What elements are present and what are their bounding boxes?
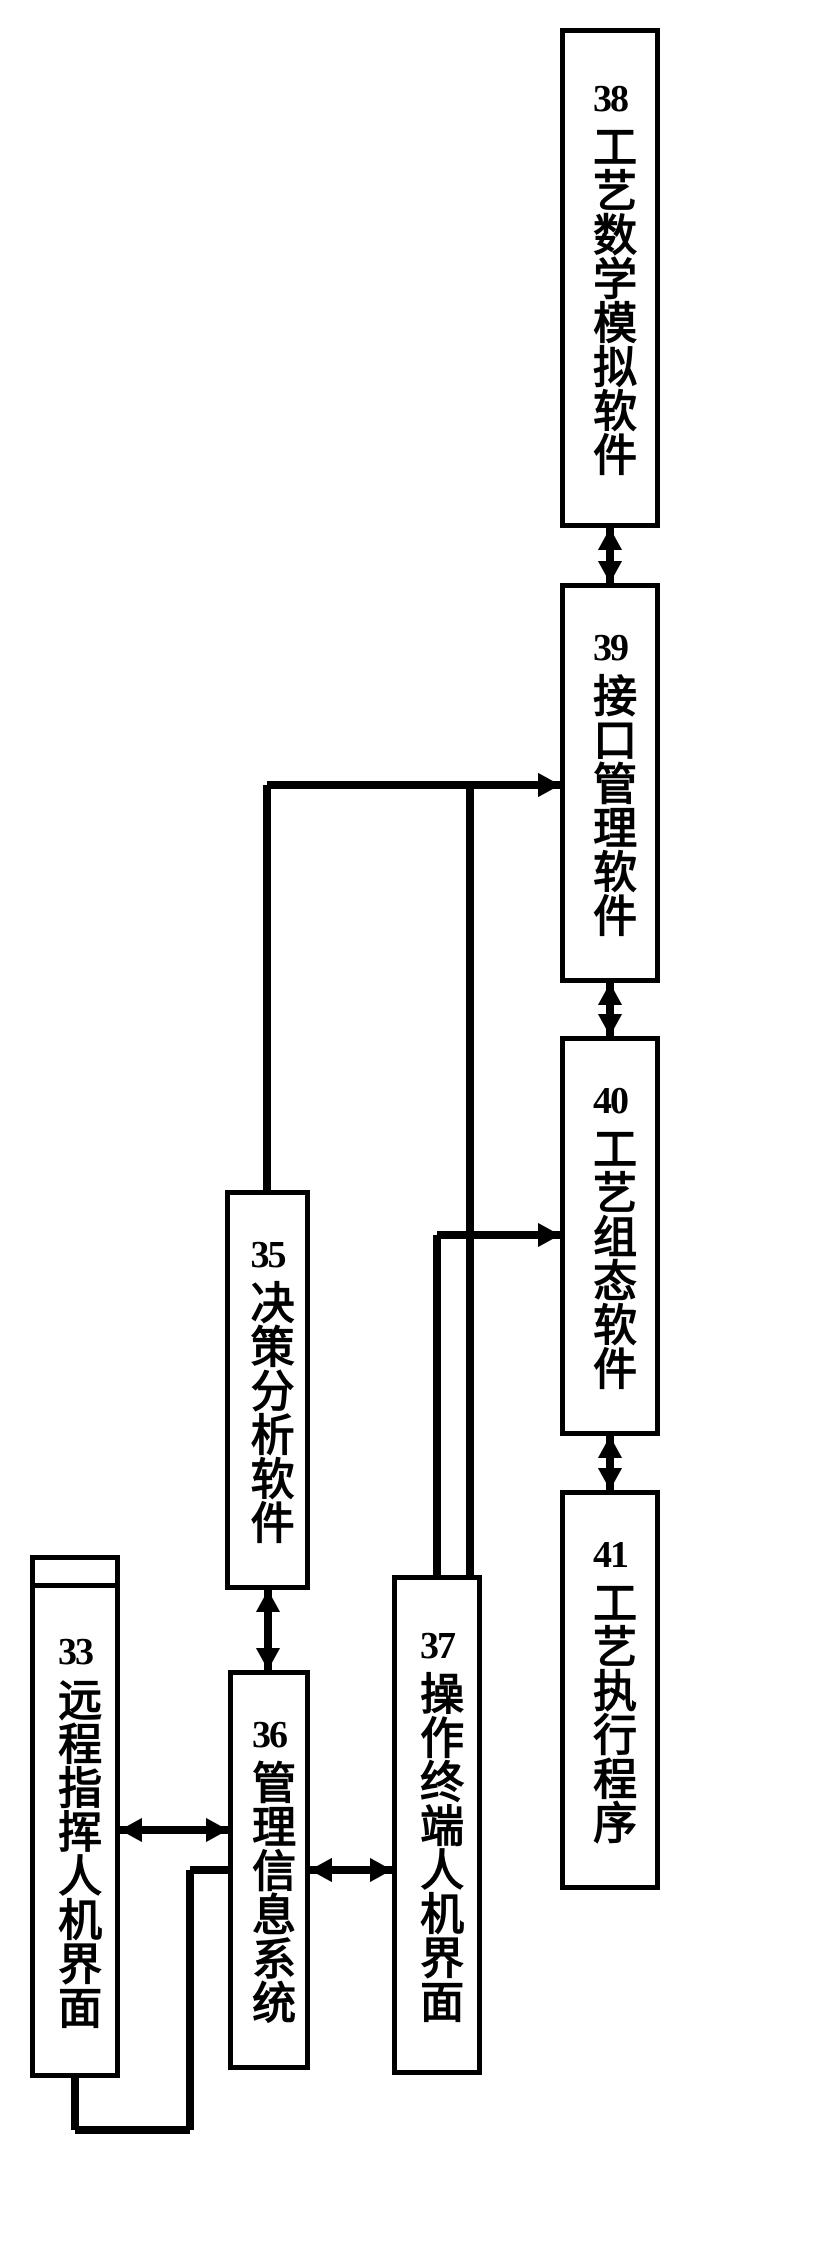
- diagram-canvas: 34客户查询人机界面33远程指挥人机界面35决策分析软件36管理信息系统37操作…: [0, 0, 820, 2257]
- node-label: 工艺组态软件: [587, 1126, 633, 1390]
- node-n41: 41 工艺执行程序: [560, 1490, 660, 1890]
- node-n37: 37 操作终端人机界面: [392, 1575, 482, 2075]
- node-num: 37: [420, 1627, 454, 1665]
- node-num: 35: [251, 1236, 285, 1274]
- node-num: 40: [593, 1082, 627, 1120]
- node-label: 工艺数学模拟软件: [587, 124, 633, 476]
- node-n36: 36 管理信息系统: [228, 1670, 310, 2070]
- node-n38: 38 工艺数学模拟软件: [560, 28, 660, 528]
- node-label: 工艺执行程序: [587, 1580, 633, 1844]
- node-n40: 40 工艺组态软件: [560, 1036, 660, 1436]
- node-num: 41: [593, 1536, 627, 1574]
- node-n33: 33 远程指挥人机界面: [30, 1583, 120, 2078]
- node-label: 决策分析软件: [244, 1280, 290, 1544]
- node-num: 36: [252, 1716, 286, 1754]
- node-num: 39: [593, 629, 627, 667]
- node-label: 操作终端人机界面: [414, 1671, 460, 2023]
- node-label: 管理信息系统: [246, 1760, 292, 2024]
- node-label: 远程指挥人机界面: [52, 1677, 98, 2029]
- node-num: 33: [58, 1633, 92, 1671]
- node-n39: 39 接口管理软件: [560, 583, 660, 983]
- node-label: 接口管理软件: [587, 673, 633, 937]
- node-n35: 35 决策分析软件: [225, 1190, 310, 1590]
- node-num: 38: [593, 80, 627, 118]
